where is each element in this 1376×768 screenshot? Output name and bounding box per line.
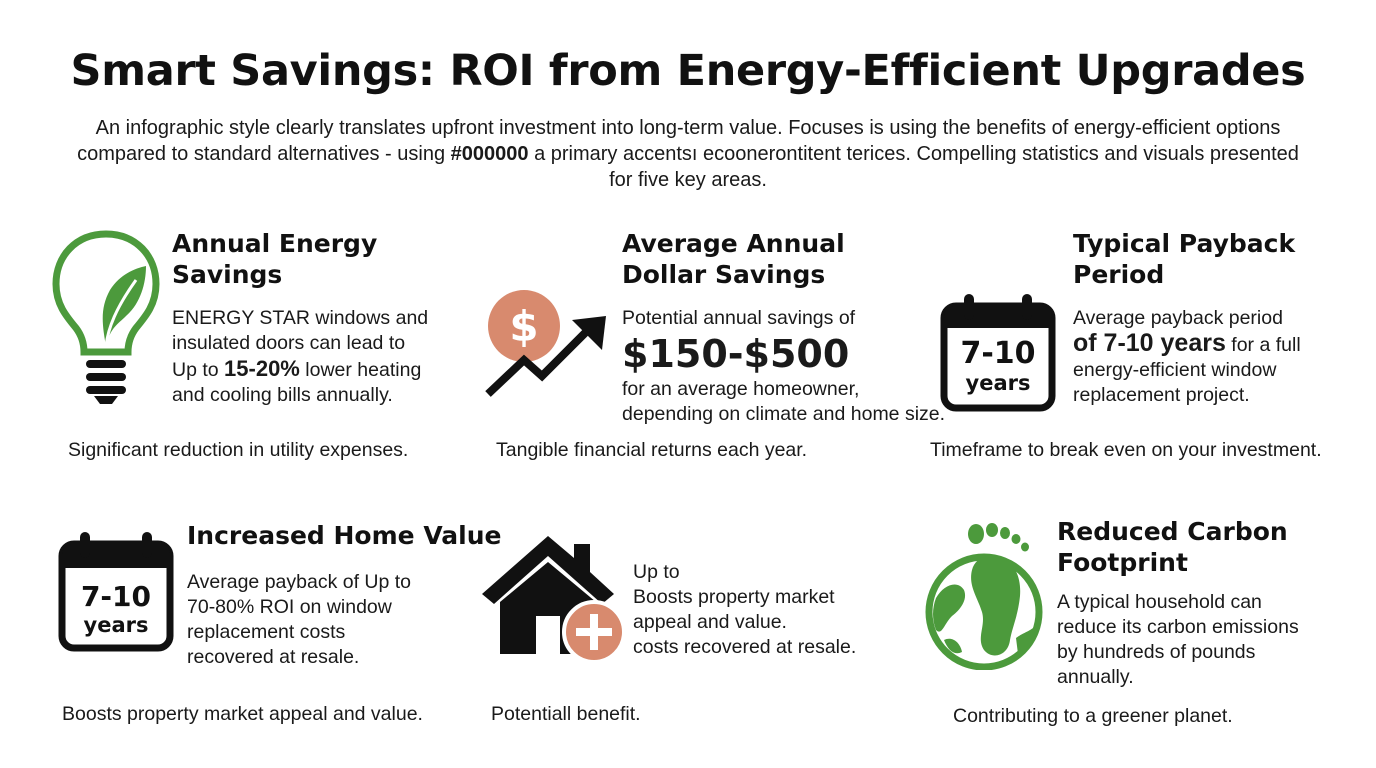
carbon-heading: Reduced Carbon Footprint [1057, 517, 1288, 577]
page-title: Smart Savings: ROI from Energy-Efficient… [70, 46, 1306, 96]
annual-energy-heading: Annual Energy Savings [172, 229, 378, 289]
calendar-icon: 7-10 years [940, 292, 1056, 412]
payback-body: Average payback period of 7-10 years for… [1073, 307, 1301, 406]
dollar-savings-amount: $150-$500 [622, 332, 850, 376]
subtitle-accent: #000000 [450, 143, 529, 165]
payback-heading: Typical Payback Period [1073, 229, 1296, 289]
dollar-savings-caption: Tangible financial returns each year. [496, 439, 808, 461]
page-subtitle: An infographic style clearly translates … [70, 115, 1306, 193]
home-value-body: Average payback of Up to 70-80% ROI on w… [187, 571, 412, 668]
annual-energy-caption: Significant reduction in utility expense… [68, 439, 409, 461]
globe-footprint-icon [925, 523, 1043, 670]
carbon-body: A typical household can reduce its carbo… [1057, 591, 1299, 688]
svg-text:$: $ [509, 302, 538, 351]
house-plus-icon [482, 536, 626, 662]
subtitle-text-1: An infographic style clearly translates … [77, 117, 1281, 165]
house-body: Up to Boosts property market appeal and … [633, 561, 857, 658]
annual-energy-body: ENERGY STAR windows and insulated doors … [172, 307, 429, 406]
carbon-caption: Contributing to a greener planet. [953, 705, 1233, 727]
subtitle-text-2: a primary accentsı ecoonerontitent teric… [528, 143, 1299, 191]
dollar-savings-body: Potential annual savings of $150-$500 fo… [622, 306, 952, 427]
home-value-heading: Increased Home Value [187, 521, 502, 550]
house-caption: Potentiall benefit. [491, 703, 641, 725]
payback-caption: Timeframe to break even on your investme… [930, 439, 1322, 461]
dollar-savings-heading: Average Annual Dollar Savings [622, 229, 845, 289]
dollar-growth-arrow-icon: $ [485, 290, 606, 397]
lightbulb-leaf-icon [52, 230, 160, 404]
home-value-caption: Boosts property market appeal and value. [62, 703, 423, 725]
calendar-icon: 7-10 years [58, 530, 174, 652]
